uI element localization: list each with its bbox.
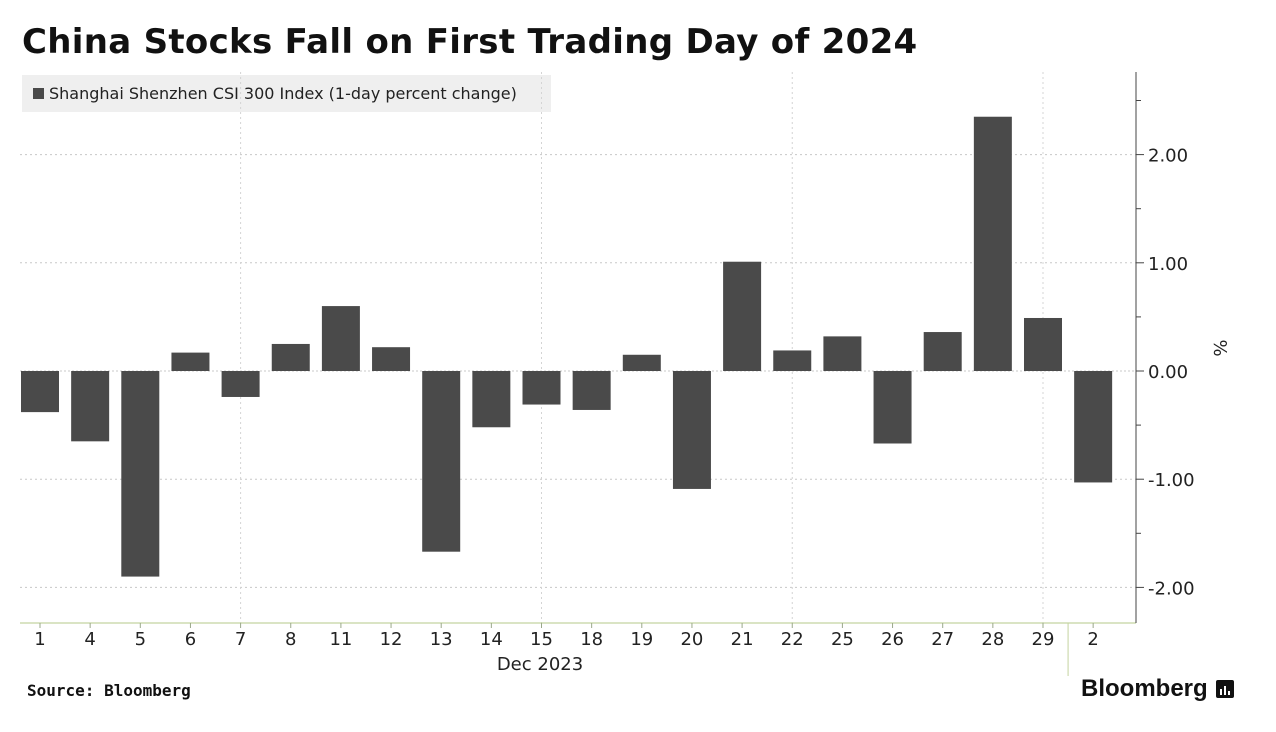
legend-swatch [33, 88, 44, 99]
x-tick-label: 25 [831, 629, 854, 650]
x-tick-label: 2 [1087, 629, 1098, 650]
y-axis-label: % [1209, 339, 1230, 356]
source-note: Source: Bloomberg [27, 681, 191, 700]
x-tick-label: 15 [530, 629, 553, 650]
bar-6 [171, 352, 210, 371]
x-tick-label: 12 [380, 629, 403, 650]
bar-14 [472, 371, 511, 428]
bloomberg-terminal-icon [1215, 680, 1234, 698]
bar-1 [21, 371, 59, 413]
bar-13 [422, 371, 461, 552]
bar-8 [271, 343, 310, 371]
x-tick-label: 11 [329, 629, 352, 650]
x-tick-label: 29 [1032, 629, 1055, 650]
x-tick-label: 8 [285, 629, 296, 650]
legend-label: Shanghai Shenzhen CSI 300 Index (1-day p… [49, 84, 517, 103]
bar-19 [622, 354, 661, 371]
y-tick-label: 0.00 [1148, 362, 1188, 383]
x-tick-label: 19 [630, 629, 653, 650]
x-tick-label: 22 [781, 629, 804, 650]
bar-26 [873, 371, 912, 444]
x-tick-label: 1 [34, 629, 45, 650]
bar-28 [973, 116, 1012, 371]
x-tick-label: 21 [731, 629, 754, 650]
bars [21, 116, 1113, 577]
bar-5 [121, 371, 160, 577]
bar-7 [221, 371, 260, 397]
brand-name: Bloomberg [1081, 675, 1208, 702]
bar-20 [672, 371, 711, 489]
x-tick-label: 5 [135, 629, 146, 650]
bar-27 [923, 332, 962, 371]
y-tick-label: -1.00 [1148, 470, 1195, 491]
bloomberg-logo: Bloomberg [1081, 675, 1234, 703]
bar-4 [71, 371, 110, 442]
bar-2 [1074, 371, 1113, 483]
x-tick-label: 20 [680, 629, 703, 650]
x-tick-label: 4 [84, 629, 95, 650]
bar-29 [1024, 317, 1062, 371]
x-tick-label: 6 [185, 629, 196, 650]
x-tick-label: 7 [235, 629, 246, 650]
x-tick-label: 14 [480, 629, 503, 650]
bar-18 [572, 371, 611, 410]
y-tick-labels: 2.00 1.00 0.00 -1.00 -2.00% [1148, 146, 1230, 600]
x-axis-label: Dec 2023 [497, 654, 583, 675]
bar-22 [773, 350, 812, 371]
bar-15 [522, 371, 561, 405]
x-tick-label: 27 [931, 629, 954, 650]
y-tick-label: -2.00 [1148, 578, 1195, 599]
bar-11 [321, 306, 360, 371]
chart-title: China Stocks Fall on First Trading Day o… [22, 22, 918, 62]
gridlines [20, 72, 1136, 623]
x-tick-label: 18 [580, 629, 603, 650]
x-tick-label: 28 [981, 629, 1004, 650]
axes [20, 72, 1144, 676]
legend: Shanghai Shenzhen CSI 300 Index (1-day p… [22, 75, 551, 112]
x-tick-label: 13 [430, 629, 453, 650]
bar-12 [372, 347, 411, 371]
y-tick-label: 2.00 [1148, 146, 1188, 167]
x-tick-label: 26 [881, 629, 904, 650]
bar-25 [823, 336, 862, 371]
y-tick-label: 1.00 [1148, 254, 1188, 275]
x-tick-labels: 1 4 5 6 7 8 11 12 13 14 15 18 19 20 21 22 25 26 27 28 29 2Dec… [34, 629, 1099, 675]
bar-21 [723, 261, 762, 371]
